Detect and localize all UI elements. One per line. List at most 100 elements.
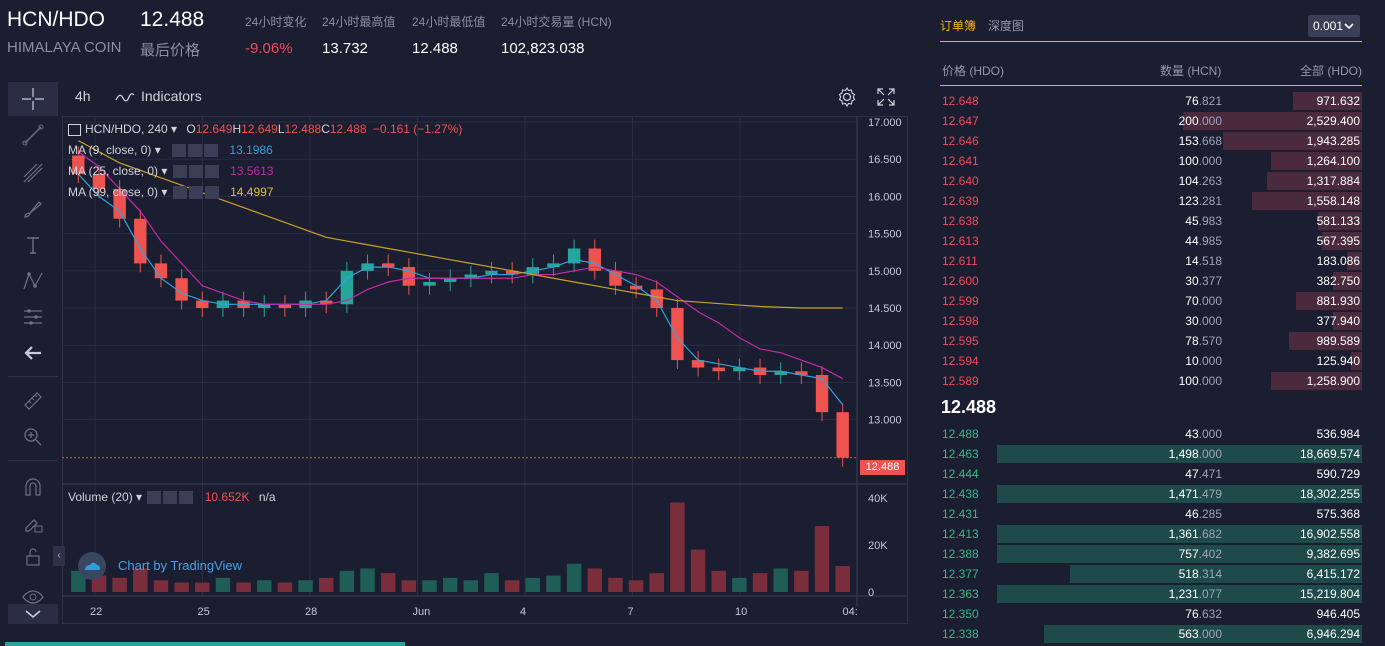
ask-price[interactable]: 12.613 xyxy=(942,234,979,248)
bid-row[interactable]: 12.444 47.471 590.729 xyxy=(940,464,1362,484)
bid-price[interactable]: 12.350 xyxy=(942,607,979,621)
bid-row[interactable]: 12.431 46.285 575.368 xyxy=(940,504,1362,524)
ask-price[interactable]: 12.639 xyxy=(942,194,979,208)
ask-price[interactable]: 12.599 xyxy=(942,294,979,308)
indicators-wave-icon[interactable] xyxy=(115,90,135,106)
ask-row[interactable]: 12.648 76.821 971.632 xyxy=(940,91,1362,111)
tab-depth-chart[interactable]: 深度图 xyxy=(988,19,1025,33)
bid-row[interactable]: 12.413 1,361.682 16,902.558 xyxy=(940,524,1362,544)
ask-row[interactable]: 12.595 78.570 989.589 xyxy=(940,331,1362,351)
remove-x-icon[interactable] xyxy=(204,144,219,158)
ask-price[interactable]: 12.600 xyxy=(942,274,979,288)
ask-price[interactable]: 12.648 xyxy=(942,94,979,108)
bid-price[interactable]: 12.413 xyxy=(942,527,979,541)
ask-row[interactable]: 12.589 100.000 1,258.900 xyxy=(940,371,1362,391)
indicators-button[interactable]: Indicators xyxy=(141,88,202,104)
bid-price[interactable]: 12.488 xyxy=(942,427,979,441)
legend-caret-icon[interactable]: ▾ xyxy=(151,143,165,157)
ask-row[interactable]: 12.600 30.377 382.750 xyxy=(940,271,1362,291)
ask-row[interactable]: 12.647 200.000 2,529.400 xyxy=(940,111,1362,131)
remove-x-icon[interactable] xyxy=(179,491,194,505)
fib-icon[interactable] xyxy=(8,156,58,190)
ask-price[interactable]: 12.595 xyxy=(942,334,979,348)
legend-caret-icon[interactable]: ▾ xyxy=(132,490,146,504)
bid-row[interactable]: 12.388 757.402 9,382.695 xyxy=(940,544,1362,564)
legend-caret-icon[interactable]: ▾ xyxy=(158,164,171,178)
ask-price[interactable]: 12.594 xyxy=(942,354,979,368)
collapse-icon[interactable] xyxy=(8,604,58,624)
bid-row[interactable]: 12.338 563.000 6,946.294 xyxy=(940,624,1362,644)
ma99-legend[interactable]: MA (99, close, 0) ▾ 14.4997 xyxy=(68,185,273,200)
eye-toggle-icon[interactable] xyxy=(172,165,187,179)
tab-orderbook[interactable]: 订单簿 xyxy=(940,19,977,33)
tradingview-watermark[interactable]: Chart by TradingView xyxy=(118,558,243,573)
ask-price[interactable]: 12.598 xyxy=(942,314,979,328)
ma9-legend[interactable]: MA (9, close, 0) ▾ 13.1986 xyxy=(68,143,273,158)
eye-toggle-icon[interactable] xyxy=(147,491,162,505)
ask-price[interactable]: 12.638 xyxy=(942,214,979,228)
ask-price[interactable]: 12.641 xyxy=(942,154,979,168)
chart-frame[interactable] xyxy=(62,116,908,624)
ask-price[interactable]: 12.589 xyxy=(942,374,979,388)
ruler-icon[interactable] xyxy=(8,384,58,418)
zoom-in-icon[interactable] xyxy=(8,420,58,454)
ask-row[interactable]: 12.639 123.281 1,558.148 xyxy=(940,191,1362,211)
interval-selector[interactable]: 4h xyxy=(75,88,91,104)
eye-toggle-icon[interactable] xyxy=(172,144,187,158)
precision-select[interactable]: 0.001 xyxy=(1308,15,1360,37)
ask-row[interactable]: 12.641 100.000 1,264.100 xyxy=(940,151,1362,171)
bid-row[interactable]: 12.363 1,231.077 15,219.804 xyxy=(940,584,1362,604)
settings-small-icon[interactable] xyxy=(188,186,203,200)
collapse-arrow-icon[interactable]: ‹ xyxy=(53,546,65,566)
bid-price[interactable]: 12.388 xyxy=(942,547,979,561)
bid-price[interactable]: 12.463 xyxy=(942,447,979,461)
measure-icon[interactable] xyxy=(8,300,58,334)
settings-gear-icon[interactable] xyxy=(836,86,858,111)
legend-caret-icon[interactable]: ▾ xyxy=(167,122,181,136)
pattern-icon[interactable] xyxy=(8,264,58,298)
crosshair-icon[interactable] xyxy=(8,82,58,116)
ask-row[interactable]: 12.599 70.000 881.930 xyxy=(940,291,1362,311)
tradingview-logo-icon[interactable] xyxy=(78,552,106,580)
ask-row[interactable]: 12.646 153.668 1,943.285 xyxy=(940,131,1362,151)
unlock-icon[interactable] xyxy=(8,540,58,574)
back-arrow-icon[interactable] xyxy=(8,336,58,370)
ask-row[interactable]: 12.638 45.983 581.133 xyxy=(940,211,1362,231)
ask-row[interactable]: 12.598 30.000 377.940 xyxy=(940,311,1362,331)
legend-symbol[interactable]: HCN/HDO, 240 xyxy=(85,122,168,136)
ask-price[interactable]: 12.640 xyxy=(942,174,979,188)
legend-caret-icon[interactable]: ▾ xyxy=(158,185,171,199)
lock-draw-icon[interactable] xyxy=(8,506,58,540)
bid-row[interactable]: 12.350 76.632 946.405 xyxy=(940,604,1362,624)
brush-icon[interactable] xyxy=(8,192,58,226)
ask-price[interactable]: 12.611 xyxy=(942,254,978,268)
ask-row[interactable]: 12.611 14.518 183.086 xyxy=(940,251,1362,271)
ask-row[interactable]: 12.640 104.263 1,317.884 xyxy=(940,171,1362,191)
bid-price[interactable]: 12.377 xyxy=(942,567,979,581)
remove-x-icon[interactable] xyxy=(204,165,219,179)
text-icon[interactable] xyxy=(8,228,58,262)
settings-small-icon[interactable] xyxy=(188,165,203,179)
ask-row[interactable]: 12.613 44.985 567.395 xyxy=(940,231,1362,251)
fullscreen-icon[interactable] xyxy=(876,87,896,110)
bid-row[interactable]: 12.488 43.000 536.984 xyxy=(940,424,1362,444)
ask-row[interactable]: 12.594 10.000 125.940 xyxy=(940,351,1362,371)
bid-row[interactable]: 12.463 1,498.000 18,669.574 xyxy=(940,444,1362,464)
eye-icon[interactable] xyxy=(8,580,58,614)
volume-legend[interactable]: Volume (20) ▾ 10.652K n/a xyxy=(68,490,276,505)
trendline-icon[interactable] xyxy=(8,118,58,152)
bid-price[interactable]: 12.431 xyxy=(942,507,979,521)
price-chart[interactable]: 17.000 16.500 16.000 15.500 15.000 14.500 14.0… xyxy=(62,116,908,624)
bid-price[interactable]: 12.363 xyxy=(942,587,979,601)
bid-row[interactable]: 12.377 518.314 6,415.172 xyxy=(940,564,1362,584)
remove-x-icon[interactable] xyxy=(204,186,219,200)
bid-price[interactable]: 12.444 xyxy=(942,467,979,481)
ask-price[interactable]: 12.646 xyxy=(942,134,979,148)
settings-small-icon[interactable] xyxy=(163,491,178,505)
bid-price[interactable]: 12.438 xyxy=(942,487,979,501)
magnet-icon[interactable] xyxy=(8,470,58,504)
eye-toggle-icon[interactable] xyxy=(172,186,187,200)
bid-row[interactable]: 12.438 1,471.479 18,302.255 xyxy=(940,484,1362,504)
bid-price[interactable]: 12.338 xyxy=(942,627,979,641)
ask-price[interactable]: 12.647 xyxy=(942,114,979,128)
